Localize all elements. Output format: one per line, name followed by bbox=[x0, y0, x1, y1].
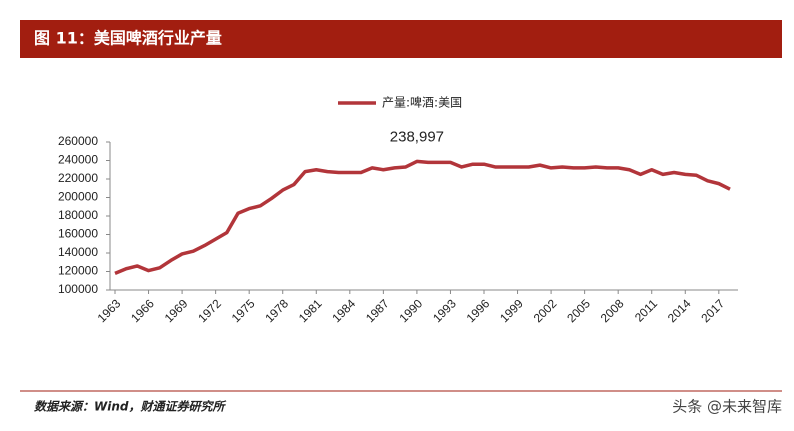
y-tick-label: 120000 bbox=[58, 264, 98, 278]
x-tick-label: 1984 bbox=[329, 296, 358, 325]
y-tick-label: 100000 bbox=[58, 282, 98, 296]
y-tick-label: 200000 bbox=[58, 190, 98, 204]
x-tick-label: 1969 bbox=[162, 296, 191, 325]
x-tick-label: 2008 bbox=[598, 296, 627, 325]
x-tick-label: 2014 bbox=[665, 296, 694, 325]
x-tick-label: 1987 bbox=[363, 296, 392, 325]
x-tick-label: 2005 bbox=[564, 296, 593, 325]
x-tick-label: 1963 bbox=[95, 296, 124, 325]
y-tick-label: 180000 bbox=[58, 208, 98, 222]
title-banner bbox=[20, 20, 782, 58]
x-tick-label: 1972 bbox=[195, 296, 224, 325]
chart-title: 图 11：美国啤酒行业产量 bbox=[34, 29, 222, 48]
x-tick-label: 2011 bbox=[632, 296, 660, 324]
y-tick-label: 260000 bbox=[58, 134, 98, 148]
y-tick-label: 160000 bbox=[58, 227, 98, 241]
x-tick-label: 2002 bbox=[531, 296, 560, 325]
x-tick-label: 1981 bbox=[296, 296, 325, 325]
legend-label: 产量:啤酒:美国 bbox=[382, 95, 462, 110]
y-tick-label: 140000 bbox=[58, 245, 98, 259]
x-tick-label: 1993 bbox=[430, 296, 459, 325]
x-tick-label: 1975 bbox=[229, 296, 258, 325]
x-tick-label: 2017 bbox=[698, 296, 727, 325]
x-tick-label: 1996 bbox=[464, 296, 493, 325]
x-tick-label: 1999 bbox=[497, 296, 526, 325]
watermark: 头条 @未来智库 bbox=[672, 398, 782, 416]
x-tick-label: 1990 bbox=[396, 296, 425, 325]
data-label: 238,997 bbox=[390, 128, 444, 145]
data-line bbox=[114, 159, 731, 275]
y-tick-label: 220000 bbox=[58, 171, 98, 185]
y-tick-label: 240000 bbox=[58, 153, 98, 167]
x-tick-label: 1978 bbox=[262, 296, 291, 325]
x-tick-label: 1966 bbox=[128, 296, 157, 325]
source-note: 数据来源：Wind，财通证券研究所 bbox=[34, 400, 226, 414]
